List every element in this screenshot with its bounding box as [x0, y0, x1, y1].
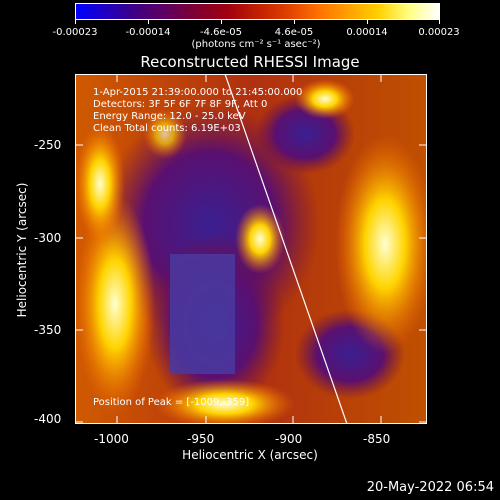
- y-tick-label: -300: [34, 231, 62, 245]
- y-tick-label: -250: [34, 138, 62, 152]
- colorbar-tick: [221, 19, 222, 24]
- colorbar-tick: [148, 19, 149, 24]
- plot-timestamp: 20-May-2022 06:54: [366, 480, 494, 495]
- colorbar-tick-label: 4.6e-05: [274, 27, 314, 38]
- colorbar: [75, 3, 440, 20]
- info-time-range: 1-Apr-2015 21:39:00.000 to 21:45:00.000: [93, 87, 303, 98]
- colorbar-tick-label: 0.00014: [346, 27, 388, 38]
- colorbar-tick-label: 0.00023: [418, 27, 460, 38]
- image-plot: [75, 74, 427, 424]
- colorbar-units: (photons cm⁻² s⁻¹ asec⁻²): [191, 39, 321, 50]
- axis-ticks: [75, 74, 427, 424]
- colorbar-tick: [75, 19, 76, 24]
- x-tick-label: -1000: [94, 432, 129, 446]
- colorbar-tick-label: -0.00023: [52, 27, 98, 38]
- x-tick-label: -850: [363, 432, 391, 446]
- colorbar-tick: [367, 19, 368, 24]
- colorbar-tick-label: -4.6e-05: [200, 27, 242, 38]
- y-tick-label: -350: [34, 323, 62, 337]
- colorbar-tick-label: -0.00014: [125, 27, 171, 38]
- colorbar-tick: [439, 19, 440, 24]
- y-axis-label: Heliocentric Y (arcsec): [15, 182, 29, 318]
- info-energy-range: Energy Range: 12.0 - 25.0 keV: [93, 111, 246, 122]
- info-peak-position: Position of Peak = [-1009,-359]: [93, 397, 250, 408]
- x-axis-label: Heliocentric X (arcsec): [182, 448, 318, 462]
- colorbar-tick: [294, 19, 295, 24]
- x-tick-label: -950: [187, 432, 215, 446]
- y-tick-label: -400: [34, 412, 62, 426]
- info-clean-counts: Clean Total counts: 6.19E+03: [93, 123, 241, 134]
- limb-line: [224, 74, 348, 424]
- plot-title: Reconstructed RHESSI Image: [140, 53, 360, 71]
- x-tick-label: -900: [275, 432, 303, 446]
- rhessi-image: [75, 74, 427, 424]
- info-detectors: Detectors: 3F 5F 6F 7F 8F 9F, Att 0: [93, 99, 268, 110]
